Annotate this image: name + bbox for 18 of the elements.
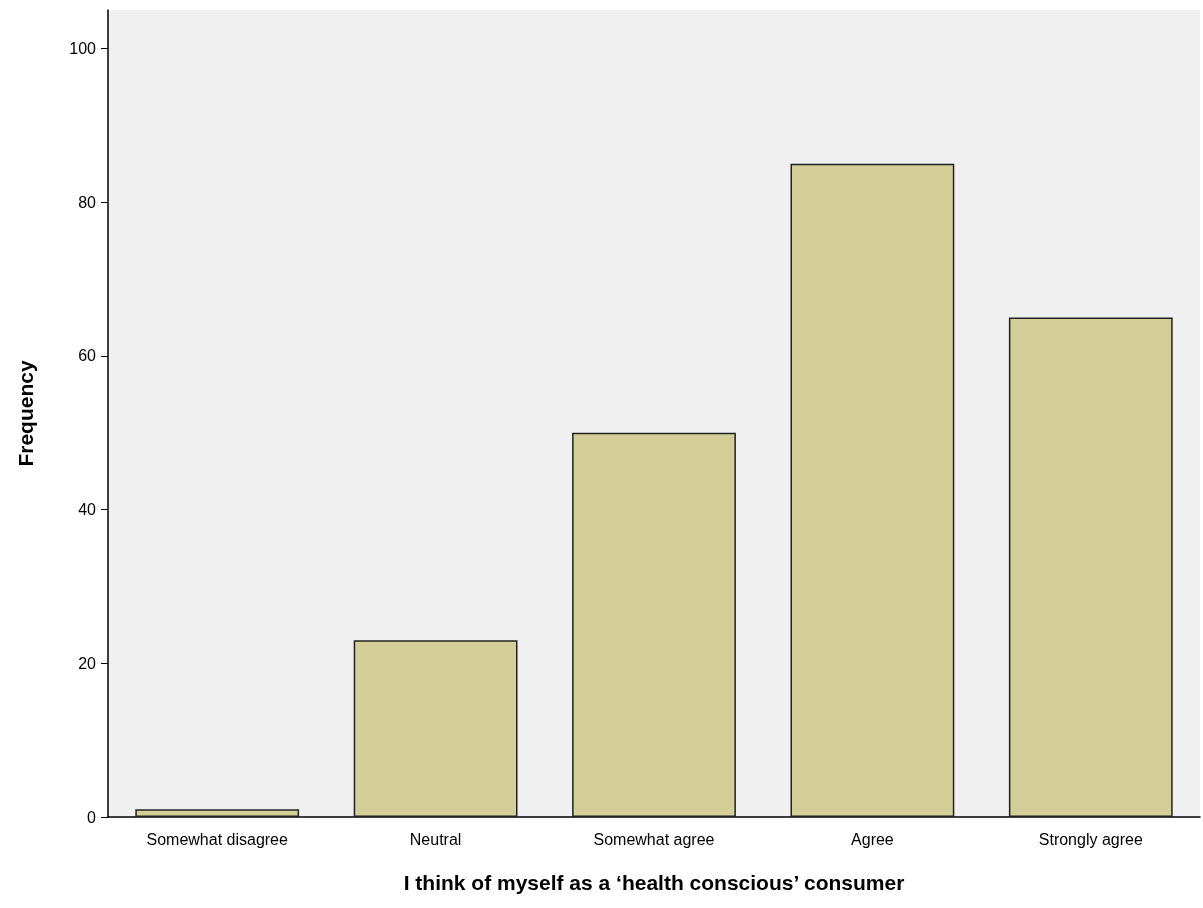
x-tick-label: Agree — [851, 830, 894, 848]
bar — [1008, 317, 1173, 817]
bar — [572, 432, 736, 817]
y-tick-label: 40 — [78, 501, 97, 519]
y-tick-label: 80 — [78, 193, 97, 211]
y-tick-label: 0 — [87, 808, 97, 826]
x-tick-label: Strongly agree — [1038, 830, 1143, 848]
y-tick-label: 60 — [78, 347, 97, 365]
x-tick-label: Neutral — [409, 830, 462, 848]
bar — [790, 163, 955, 817]
x-tick-label: Somewhat disagree — [146, 830, 288, 848]
y-tick-label: 20 — [78, 654, 97, 672]
bar — [353, 640, 518, 817]
x-tick-label: Somewhat agree — [593, 830, 715, 848]
y-axis-title: Frequency — [14, 360, 37, 467]
bar — [135, 809, 300, 817]
x-axis-title: I think of myself as a ‘health conscious’ consumer — [403, 871, 905, 894]
y-tick-label: 100 — [69, 39, 97, 57]
